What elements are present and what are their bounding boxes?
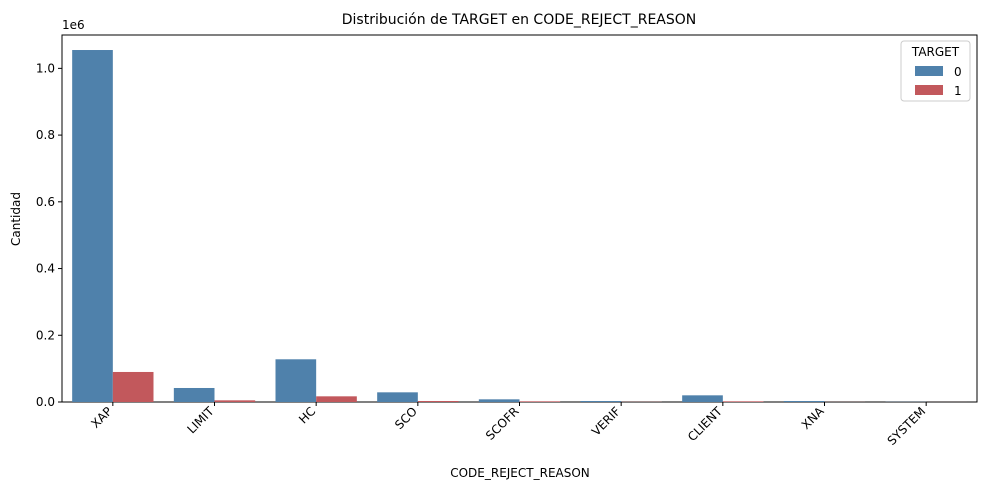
bar-limit-target-0 <box>173 387 215 402</box>
x-tick-label: SCOFR <box>483 404 522 443</box>
bar-client-target-1 <box>722 401 764 402</box>
x-tick-label: XAP <box>88 404 115 431</box>
legend: TARGET 0 1 <box>900 40 971 102</box>
bar-hc-target-1 <box>316 396 357 402</box>
chart-title: Distribución de TARGET en CODE_REJECT_RE… <box>342 12 697 28</box>
plot-frame <box>61 34 978 403</box>
y-tick-label: 0.6 <box>36 195 55 209</box>
legend-swatch-0 <box>915 66 943 76</box>
y-tick-label: 1.0 <box>36 61 55 75</box>
x-tick-label: VERIF <box>589 404 623 438</box>
x-tick-label: LIMIT <box>184 404 217 437</box>
x-tick-label: CLIENT <box>685 404 725 444</box>
bar-limit-target-1 <box>214 400 256 402</box>
bar-sco-target-0 <box>377 392 418 402</box>
legend-title: TARGET <box>911 45 960 59</box>
bar-xna-target-0 <box>783 400 825 402</box>
plot-area: 0.0 0.2 0.4 0.6 0.8 1.0 XAP LIMIT HC SCO SCOFR VERI… <box>36 34 978 448</box>
y-axis-offset-label: 1e6 <box>62 18 85 32</box>
legend-swatch-1 <box>915 85 943 95</box>
x-tick-label: SYSTEM <box>885 404 929 448</box>
bar-client-target-0 <box>682 395 723 402</box>
y-tick-label: 0.8 <box>36 128 55 142</box>
bar-verif-target-0 <box>580 400 622 402</box>
y-tick-label: 0.0 <box>36 395 55 409</box>
y-tick-label: 0.4 <box>36 262 55 276</box>
bar-scofr-target-1 <box>519 401 561 402</box>
y-axis-label: Cantidad <box>9 192 23 246</box>
x-tick-label: HC <box>296 404 318 426</box>
bar-xap-target-0 <box>72 50 113 402</box>
x-axis-label: CODE_REJECT_REASON <box>450 466 590 480</box>
legend-label-0: 0 <box>954 65 962 79</box>
bar-xap-target-1 <box>112 371 154 402</box>
legend-label-1: 1 <box>954 84 962 98</box>
bar-sco-target-1 <box>417 400 459 402</box>
x-tick-label: SCO <box>392 404 420 432</box>
y-tick-label: 0.2 <box>36 328 55 342</box>
bar-scofr-target-0 <box>478 399 520 402</box>
bar-hc-target-0 <box>275 359 317 402</box>
x-tick-label: XNA <box>799 404 827 432</box>
